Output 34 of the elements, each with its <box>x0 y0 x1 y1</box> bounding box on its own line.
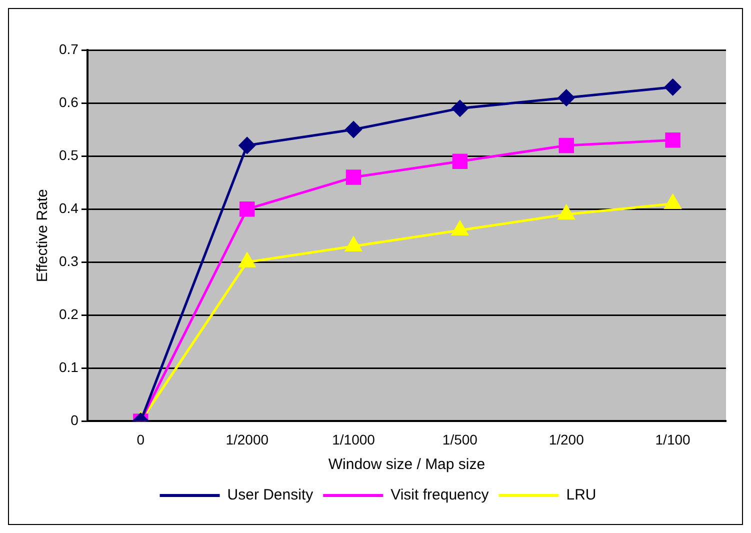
x-tick-label: 0 <box>136 431 145 448</box>
point <box>238 137 256 154</box>
y-tick-label: 0.5 <box>58 146 79 163</box>
point <box>558 89 575 106</box>
point <box>345 236 362 252</box>
x-tick-label: 1/100 <box>655 431 691 448</box>
point <box>238 252 256 268</box>
point <box>452 221 468 236</box>
legend-label: LRU <box>566 486 596 504</box>
point <box>664 194 681 210</box>
x-axis-title: Window size / Map size <box>328 456 486 474</box>
point <box>665 132 680 148</box>
legend-label: Visit frequency <box>390 486 490 504</box>
point <box>239 201 255 217</box>
y-tick-label: 0 <box>70 412 79 428</box>
point <box>346 170 362 185</box>
y-axis-title: Effective Rate <box>34 189 52 282</box>
point <box>664 78 682 96</box>
point <box>345 121 362 138</box>
y-tick-label: 0.1 <box>58 359 79 376</box>
x-tick-label: 1/2000 <box>226 431 269 448</box>
x-tick-label: 1/1000 <box>332 431 376 448</box>
y-tick-label: 0.6 <box>58 94 79 110</box>
y-tick-label: 0.7 <box>58 40 79 57</box>
point <box>452 100 468 117</box>
y-tick-label: 0.4 <box>58 200 79 216</box>
y-tick-label: 0.3 <box>58 252 79 269</box>
y-tick-label: 0.2 <box>58 306 79 322</box>
point <box>452 154 468 169</box>
x-tick-label: 1/200 <box>548 431 584 448</box>
point <box>558 205 575 220</box>
point <box>558 138 574 154</box>
x-tick-label: 1/500 <box>442 431 478 448</box>
legend-label: User Density <box>227 486 314 504</box>
